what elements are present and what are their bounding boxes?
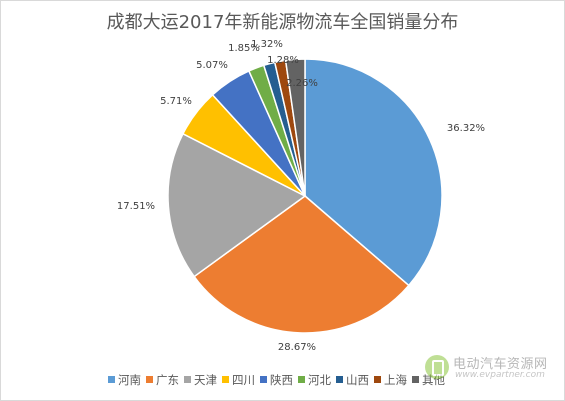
pie-slice-1 bbox=[193, 195, 410, 334]
legend-item-3: 四川 bbox=[222, 372, 255, 388]
data-label-4: 5.07% bbox=[196, 60, 228, 71]
pie-slice-0 bbox=[304, 58, 443, 287]
legend-label-5: 河北 bbox=[308, 373, 331, 387]
watermark-logo-icon bbox=[425, 355, 449, 379]
pie-slice-2 bbox=[167, 132, 307, 278]
legend-label-0: 河南 bbox=[118, 373, 141, 387]
chart-legend: 河南 广东 天津 四川 陕西 河北 山西 上海 其他 bbox=[108, 372, 450, 388]
data-label-8: 2.26% bbox=[286, 78, 318, 89]
legend-item-6: 山西 bbox=[336, 372, 369, 388]
legend-item-2: 天津 bbox=[184, 372, 217, 388]
data-label-5: 1.85% bbox=[228, 43, 260, 54]
legend-swatch-4 bbox=[260, 376, 267, 383]
legend-label-1: 广东 bbox=[156, 373, 179, 387]
legend-label-3: 四川 bbox=[232, 373, 255, 387]
legend-item-7: 上海 bbox=[374, 372, 407, 388]
data-label-6: 1.32% bbox=[251, 39, 283, 50]
data-label-1: 28.67% bbox=[278, 342, 316, 353]
legend-label-7: 上海 bbox=[384, 373, 407, 387]
legend-swatch-1 bbox=[146, 376, 153, 383]
legend-swatch-8 bbox=[412, 376, 419, 383]
data-label-0: 36.32% bbox=[447, 123, 485, 134]
legend-item-0: 河南 bbox=[108, 372, 141, 388]
watermark-url: www.evpartner.com bbox=[455, 370, 545, 380]
legend-swatch-0 bbox=[108, 376, 115, 383]
watermark-text: 电动汽车资源网 bbox=[453, 357, 548, 372]
data-label-3: 5.71% bbox=[160, 96, 192, 107]
legend-item-5: 河北 bbox=[298, 372, 331, 388]
legend-swatch-5 bbox=[298, 376, 305, 383]
legend-label-6: 山西 bbox=[346, 373, 369, 387]
chart-title: 成都大运2017年新能源物流车全国销量分布 bbox=[106, 12, 459, 33]
data-label-2: 17.51% bbox=[117, 201, 155, 212]
legend-label-2: 天津 bbox=[194, 373, 217, 387]
legend-swatch-2 bbox=[184, 376, 191, 383]
legend-label-4: 陕西 bbox=[270, 373, 293, 387]
pie-slice-8 bbox=[284, 58, 306, 197]
watermark: 电动汽车资源网 www.evpartner.com bbox=[425, 353, 557, 387]
legend-swatch-6 bbox=[336, 376, 343, 383]
legend-item-4: 陕西 bbox=[260, 372, 293, 388]
legend-item-1: 广东 bbox=[146, 372, 179, 388]
legend-swatch-7 bbox=[374, 376, 381, 383]
legend-swatch-3 bbox=[222, 376, 229, 383]
data-label-7: 1.28% bbox=[267, 55, 299, 66]
